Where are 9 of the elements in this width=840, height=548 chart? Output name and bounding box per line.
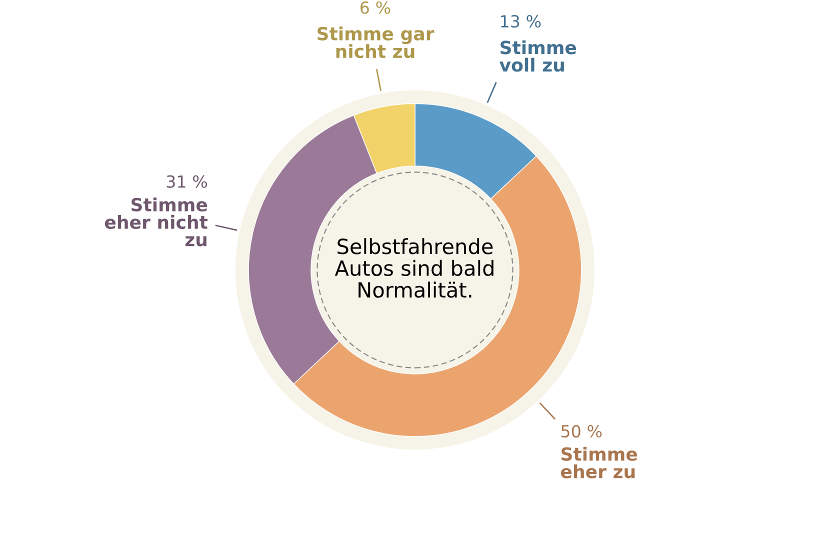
slice-label: Stimme eher nicht zu [104, 198, 208, 246]
slice-label: Stimme eher zu [561, 446, 638, 478]
slice-label: Stimme gar nicht zu [318, 26, 434, 58]
data-label: 50 % [562, 424, 602, 438]
data-label: 13 % [501, 15, 541, 28]
text: Selbstfahrende Autos sind bald Normalität. [334, 238, 494, 298]
slice-label: Stimme voll zu [500, 40, 576, 72]
data-label: 31 % [166, 175, 208, 188]
data-label: 6 % [360, 1, 390, 14]
